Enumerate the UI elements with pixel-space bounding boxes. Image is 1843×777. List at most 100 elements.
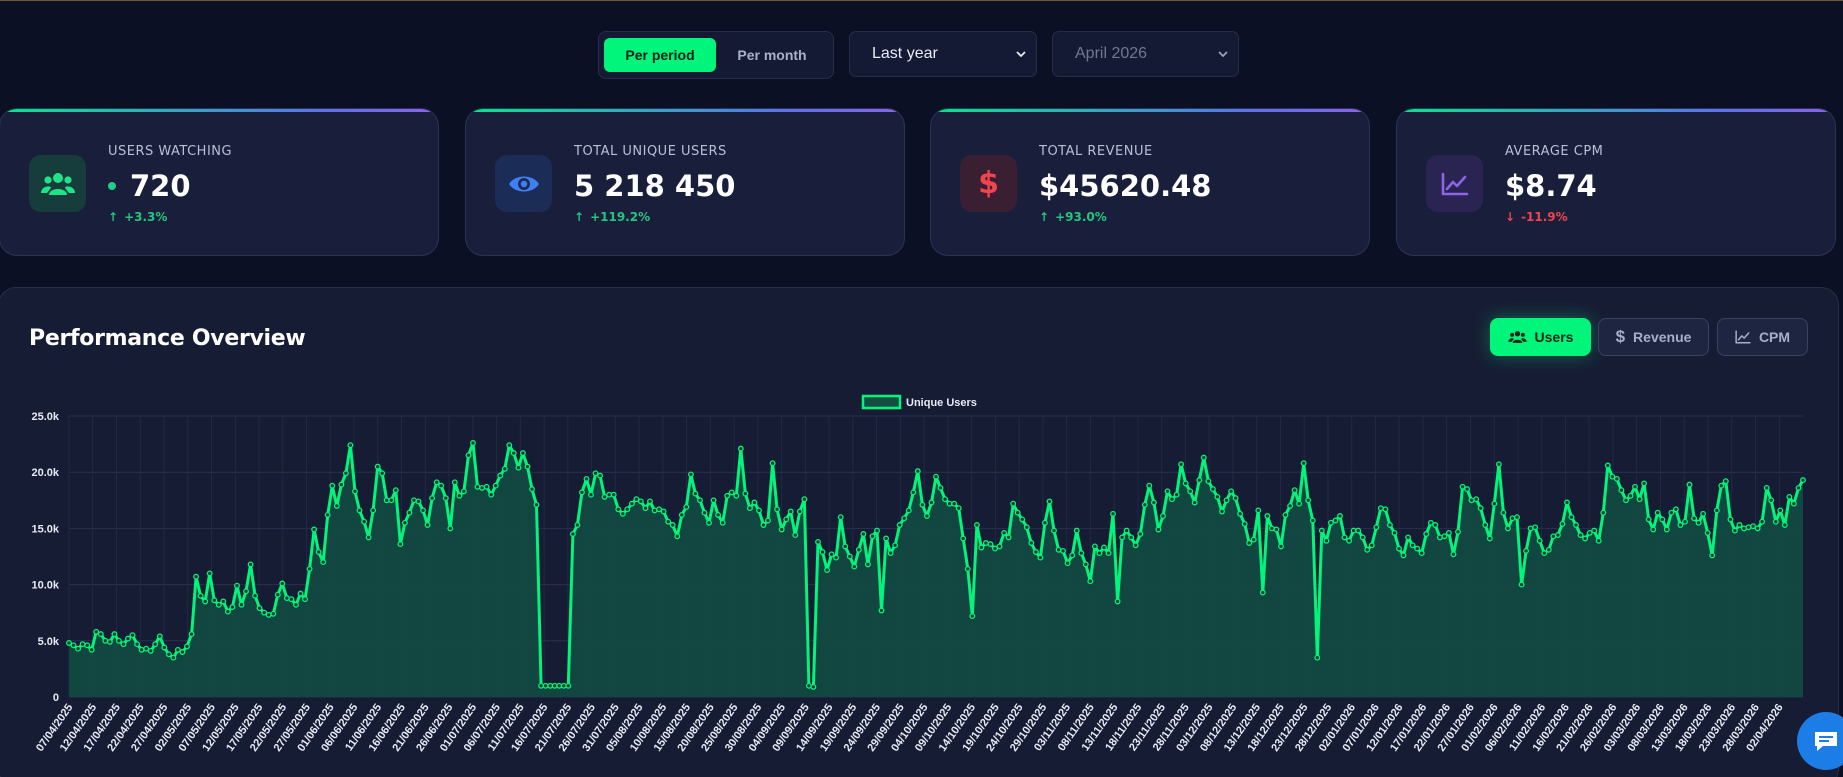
data-point	[365, 534, 372, 541]
data-point	[1146, 482, 1153, 489]
data-point	[701, 509, 708, 516]
data-point	[583, 475, 590, 482]
data-point	[352, 488, 358, 495]
data-point	[97, 631, 104, 638]
data-point	[261, 609, 268, 616]
data-point	[592, 470, 599, 477]
data-point	[1287, 502, 1294, 509]
data-point	[1532, 524, 1539, 531]
kpi-card-average-cpm: AVERAGE CPM $8.74 ↓ -11.9%	[1396, 108, 1836, 256]
per-period-button[interactable]: Per period	[604, 38, 716, 72]
data-point	[120, 641, 127, 648]
data-point	[1300, 460, 1307, 467]
data-point	[1350, 527, 1357, 534]
data-point	[111, 631, 118, 638]
data-point	[392, 487, 399, 494]
data-point	[256, 605, 263, 612]
top-divider	[0, 0, 1843, 1]
data-point	[238, 601, 245, 608]
data-point	[1600, 509, 1607, 516]
data-point	[397, 541, 404, 548]
range-select-value: Last year	[872, 45, 938, 62]
data-point	[1069, 552, 1076, 559]
chart-legend[interactable]: Unique Users	[861, 394, 977, 410]
data-point	[787, 508, 794, 515]
data-point	[569, 531, 576, 537]
data-point	[778, 526, 785, 533]
data-point	[860, 531, 867, 537]
data-point	[1536, 537, 1543, 544]
data-point	[1559, 520, 1566, 527]
per-month-button[interactable]: Per month	[716, 38, 828, 72]
data-point	[1010, 500, 1017, 507]
data-point	[288, 596, 295, 603]
data-point	[1464, 486, 1471, 493]
data-point	[1641, 480, 1648, 487]
data-point	[506, 442, 513, 449]
revenue-metric-button[interactable]: $ Revenue	[1598, 318, 1709, 356]
data-point	[923, 513, 930, 519]
chat-button[interactable]	[1797, 712, 1843, 770]
data-point	[1101, 544, 1107, 551]
data-point	[628, 500, 635, 507]
users-area-fill	[69, 443, 1803, 697]
data-point	[1682, 518, 1688, 525]
data-point	[783, 516, 790, 523]
data-point	[370, 507, 377, 514]
data-point	[206, 570, 213, 577]
data-point	[1232, 495, 1239, 502]
data-point	[1219, 508, 1225, 515]
data-point	[1332, 517, 1339, 524]
kpi-label: TOTAL UNIQUE USERS	[574, 144, 727, 159]
data-point	[1591, 527, 1598, 534]
data-point	[1582, 535, 1589, 542]
data-point	[1418, 550, 1425, 557]
cpm-metric-button[interactable]: CPM	[1717, 318, 1808, 356]
kpi-value: $45620.48	[1039, 169, 1212, 203]
data-point	[765, 517, 771, 524]
data-point	[1568, 514, 1575, 521]
data-point	[1128, 534, 1135, 541]
data-point	[910, 489, 917, 496]
data-point	[610, 491, 617, 498]
data-point	[1173, 491, 1180, 498]
data-point	[633, 496, 640, 503]
data-point	[134, 641, 141, 648]
data-point	[647, 498, 653, 505]
data-point	[892, 542, 899, 549]
chevron-down-icon	[1016, 47, 1026, 61]
data-point	[796, 508, 803, 515]
data-point	[1241, 520, 1248, 527]
data-point	[1586, 529, 1593, 536]
data-point	[106, 638, 113, 645]
data-point	[1650, 526, 1657, 533]
y-tick-label: 10.0k	[31, 580, 59, 592]
data-point	[1373, 524, 1380, 531]
kpi-delta: ↑ +3.3%	[108, 210, 167, 224]
data-point	[615, 506, 622, 513]
data-point	[311, 526, 318, 533]
data-point	[1595, 537, 1602, 544]
users-metric-button[interactable]: Users	[1490, 318, 1591, 356]
data-point	[933, 473, 939, 480]
data-point	[1051, 527, 1057, 534]
data-point	[1409, 542, 1416, 549]
range-select[interactable]: Last year	[849, 31, 1037, 77]
data-point	[733, 492, 740, 499]
data-point	[1754, 525, 1761, 532]
data-point	[293, 601, 299, 608]
kpi-card-total-revenue: $ TOTAL REVENUE $45620.48 ↑ +93.0%	[930, 108, 1370, 256]
data-point	[515, 464, 522, 471]
data-point	[529, 486, 535, 493]
month-select[interactable]: April 2026	[1052, 31, 1239, 77]
data-point	[1695, 519, 1702, 526]
data-point	[706, 519, 712, 526]
kpi-delta-text: -11.9%	[1521, 210, 1568, 224]
data-point	[115, 637, 122, 644]
data-point	[1427, 519, 1434, 526]
data-point	[1228, 488, 1235, 495]
period-toggle: Per period Per month	[598, 31, 834, 79]
data-point	[901, 515, 908, 522]
data-point	[1309, 517, 1316, 524]
data-point	[1759, 518, 1766, 525]
